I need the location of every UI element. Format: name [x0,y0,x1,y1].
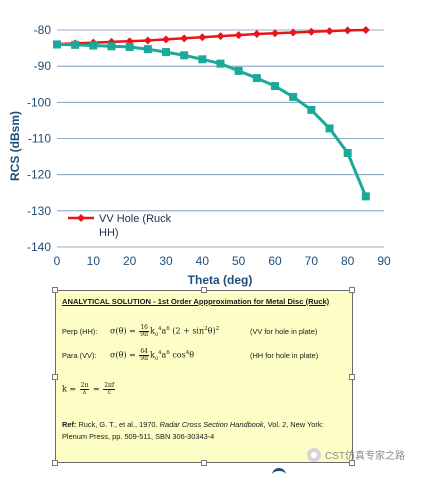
data-point [162,48,170,57]
data-point [289,28,298,37]
y-tick-label: -80 [34,23,52,37]
data-point [198,33,207,42]
x-axis-ticks: 0 10 20 30 40 50 60 70 80 90 [54,254,391,268]
data-point [361,26,370,34]
perp-equation: σ(θ) = 16 9π k04a6 (2 + sin2θ)2 [110,324,220,339]
data-point [53,40,61,49]
legend: VV Hole (Ruck HH) [68,213,172,239]
selection-handle[interactable] [52,287,58,293]
data-point [271,29,279,38]
selection-handle[interactable] [52,460,58,466]
data-point [180,34,189,43]
rcs-chart: -80 -90 -100 -110 -120 -130 -140 0 10 20 30 40 50 60… [8,23,391,287]
series-line [56,28,366,46]
selection-handle[interactable] [52,374,58,380]
legend-label-line-1: VV Hole (Ruck [99,213,172,225]
x-tick-label: 90 [377,254,391,268]
wavenumber-equation: k = 2π λ = 2πf c [62,382,116,396]
data-point [307,27,316,36]
data-point [271,82,279,91]
ref-book: Radar Cross Section Handbook [159,420,264,429]
data-point [143,45,152,54]
cropped-shape [272,468,286,479]
x-tick-label: 40 [196,254,210,268]
gridlines [57,29,384,248]
series-line [56,43,368,197]
y-tick-label: -120 [27,168,51,182]
data-point [252,29,261,38]
data-point [162,35,170,44]
selection-handle[interactable] [349,374,355,380]
data-point [307,105,316,114]
x-tick-label: 0 [54,254,61,268]
data-point [216,59,225,68]
y-tick-label: -110 [28,132,51,146]
x-tick-label: 10 [87,254,101,268]
legend-label-line-2: HH) [99,227,119,239]
note-title: ANALYTICAL SOLUTION - 1st Order Appproxi… [62,297,330,306]
selection-handle[interactable] [349,287,355,293]
x-tick-label: 70 [305,254,319,268]
para-comment: (HH for hole in plate) [250,351,319,361]
x-tick-label: 20 [123,254,137,268]
y-axis-ticks: -80 -90 -100 -110 -120 -130 -140 [27,23,51,254]
perp-comment: (VV for hole in plate) [250,327,318,337]
watermark-text: CST仿真专家之路 [325,451,405,462]
x-tick-label: 50 [232,254,246,268]
data-point [89,41,98,50]
selection-handle[interactable] [201,460,207,466]
data-point [71,40,80,49]
x-tick-label: 30 [159,254,173,268]
y-axis-title: RCS (dBsm) [8,111,22,181]
para-equation: σ(θ) = 64 9π k04a6 cos4θ [110,348,195,363]
selection-handle[interactable] [201,287,207,293]
reference: Ref: Ruck, G. T., et al., 1970. Radar Cr… [62,419,342,443]
x-tick-label: 60 [268,254,282,268]
x-tick-label: 80 [341,254,355,268]
y-tick-label: -140 [27,240,51,254]
ref-rest: , Vol. 2, New York: Plenum Press, pp. 50… [62,420,324,441]
ref-label: Ref: [62,420,77,429]
watermark: CST仿真专家之路 [307,447,405,462]
data-point [325,27,334,36]
data-point [143,36,152,45]
y-tick-label: -130 [27,204,51,218]
para-row: Para (VV): σ(θ) = 64 9π k04a6 cos4θ (HH fo… [62,348,319,363]
data-point [234,31,243,40]
data-point [125,42,134,51]
data-point [107,42,116,51]
selection-handle[interactable] [349,460,355,466]
wechat-icon [307,447,321,462]
data-point [252,74,261,83]
y-tick-label: -100 [27,95,51,109]
data-point [180,51,189,60]
para-label: Para (VV): [62,351,97,361]
data-point [343,26,352,35]
y-tick-label: -90 [34,59,52,73]
perp-label: Perp (HH): [62,327,98,337]
x-axis-title: Theta (deg) [188,273,253,287]
perp-row: Perp (HH): σ(θ) = 16 9π k04a6 (2 + sin2θ)2… [62,324,318,339]
data-point [234,66,243,75]
data-point [289,92,298,101]
ref-author: Ruck, G. T., et al., 1970. [78,420,158,429]
data-series [53,26,370,201]
data-point [216,32,225,41]
legend-marker [77,214,85,222]
data-point [198,55,207,64]
data-point [325,124,334,133]
analytical-solution-note: ANALYTICAL SOLUTION - 1st Order Appproxi… [55,290,353,463]
data-point [361,192,370,201]
data-point [343,148,352,157]
